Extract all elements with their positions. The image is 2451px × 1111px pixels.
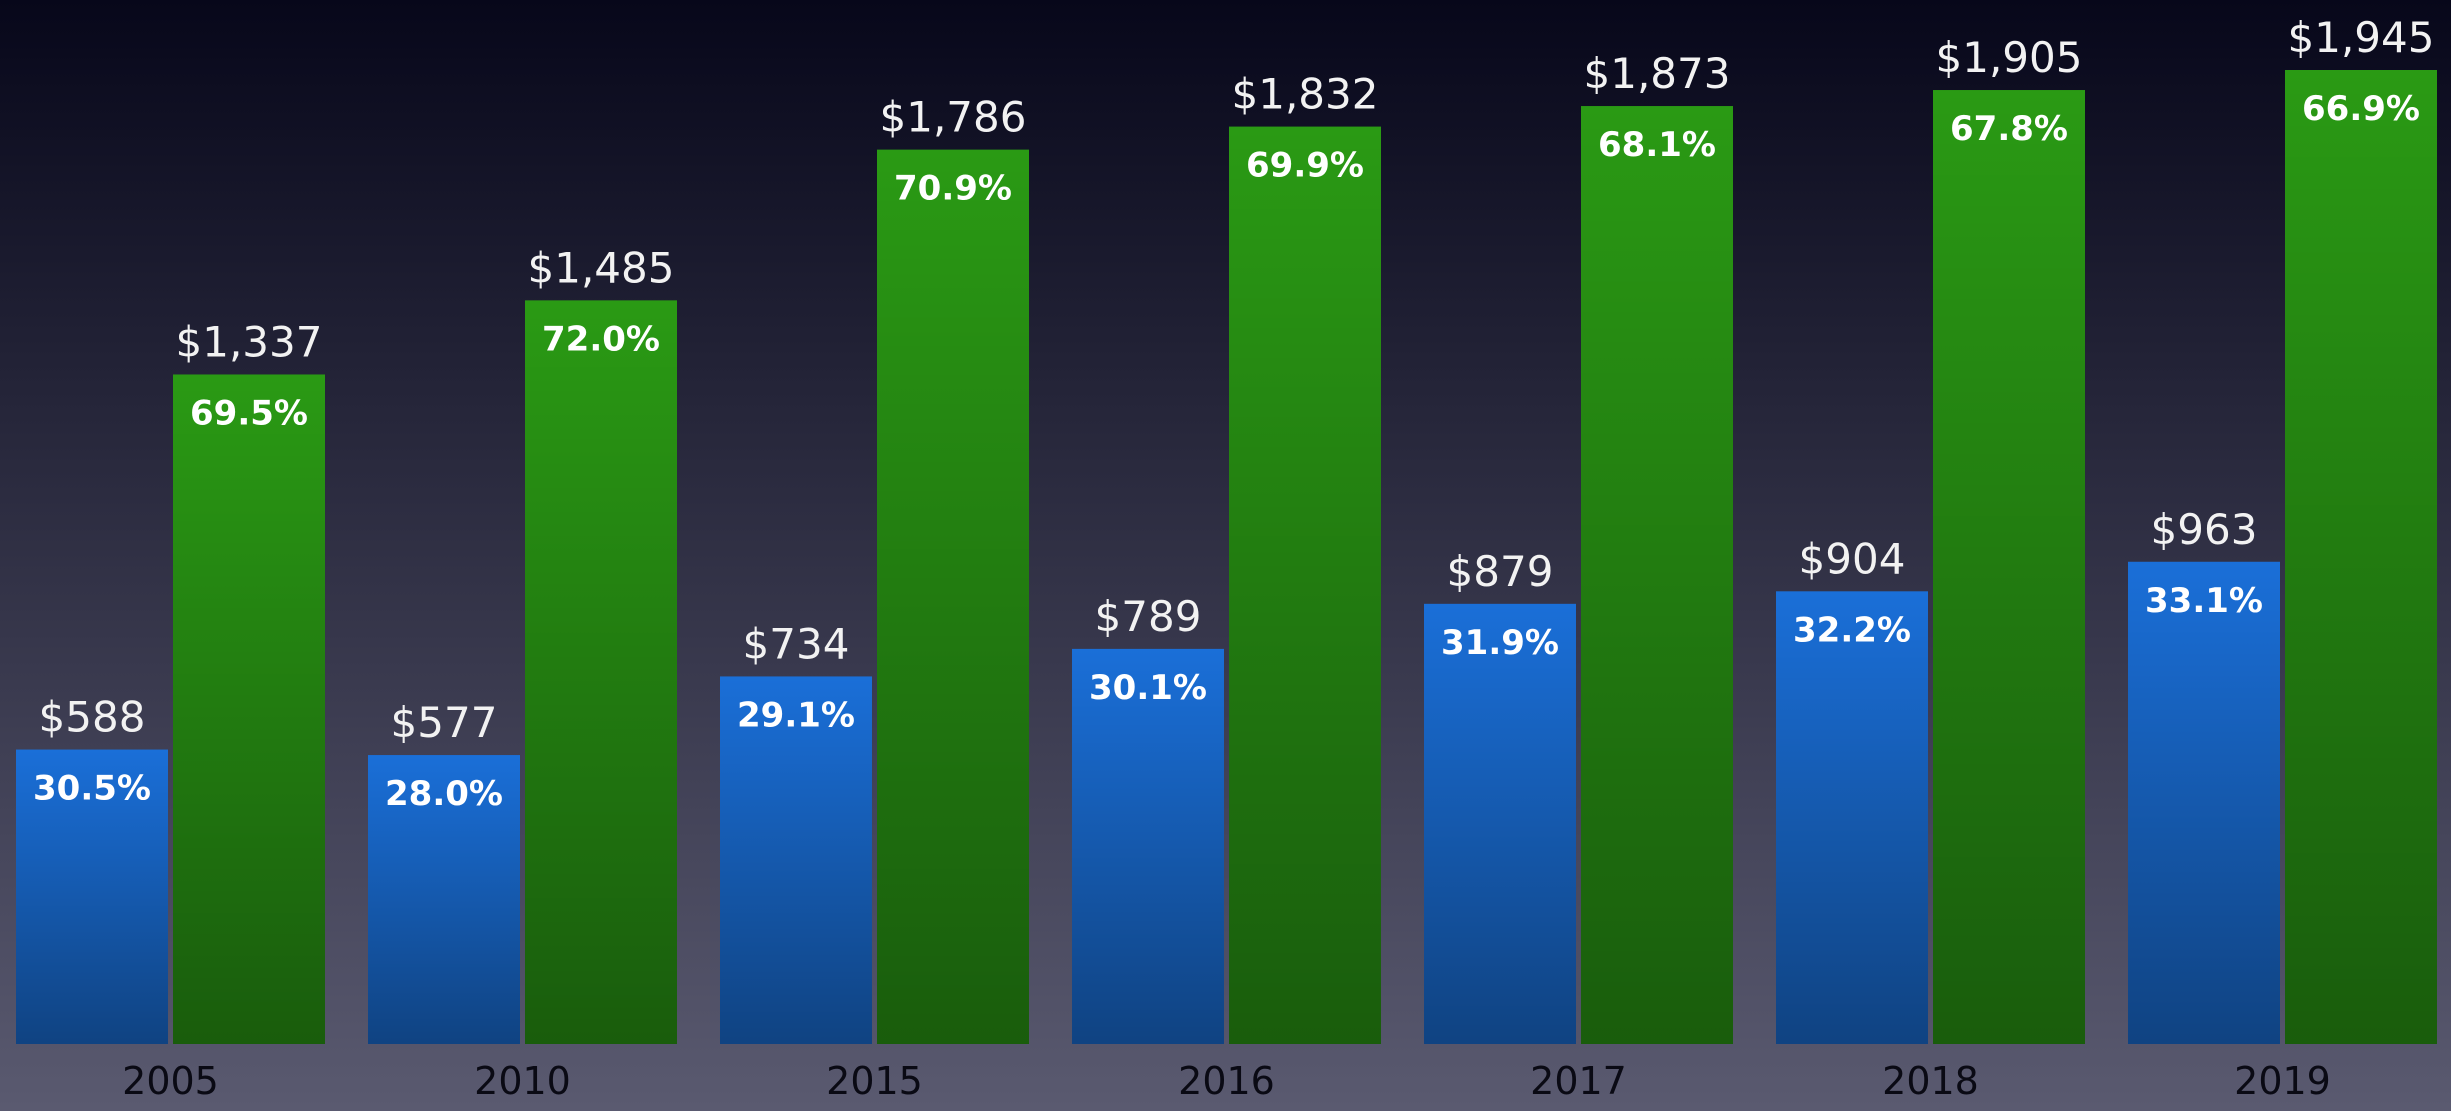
x-tick-label: 2015	[826, 1059, 923, 1103]
share-label: 28.0%	[385, 774, 503, 814]
value-label: $588	[39, 693, 146, 742]
share-label: 69.5%	[190, 393, 308, 433]
bar-shade	[1581, 106, 1733, 1044]
share-label: 70.9%	[894, 169, 1012, 209]
bar-shade	[877, 149, 1029, 1044]
bar-shade	[1229, 126, 1381, 1044]
value-label: $1,905	[1936, 33, 2083, 82]
x-tick-label: 2010	[474, 1059, 571, 1103]
value-label: $1,485	[528, 243, 675, 292]
value-label: $577	[391, 698, 498, 747]
bar-shade	[1933, 90, 2085, 1045]
x-tick-label: 2019	[2234, 1059, 2331, 1103]
share-label: 30.5%	[33, 769, 151, 809]
value-label: $734	[743, 619, 850, 668]
value-label: $1,873	[1584, 49, 1731, 98]
bar-shade	[1072, 648, 1224, 1044]
bar-shade	[1776, 591, 1928, 1044]
value-label: $1,945	[2288, 13, 2435, 62]
bar-shade	[1424, 603, 1576, 1044]
share-label: 72.0%	[542, 319, 660, 359]
x-tick-label: 2005	[122, 1059, 219, 1103]
share-label: 32.2%	[1793, 610, 1911, 650]
value-label: $789	[1095, 592, 1202, 641]
value-label: $963	[2151, 505, 2258, 554]
share-label: 29.1%	[737, 695, 855, 735]
x-tick-label: 2017	[1530, 1059, 1627, 1103]
bar-shade	[2128, 561, 2280, 1044]
value-label: $1,337	[176, 317, 323, 366]
share-label: 30.1%	[1089, 668, 1207, 708]
bar-shade	[16, 749, 168, 1044]
bar-shade	[368, 755, 520, 1044]
value-label: $1,786	[880, 93, 1027, 142]
bar-shade	[720, 676, 872, 1044]
share-label: 31.9%	[1441, 623, 1559, 663]
x-tick-label: 2016	[1178, 1059, 1275, 1103]
value-label: $904	[1799, 534, 1906, 583]
share-label: 33.1%	[2145, 581, 2263, 621]
x-tick-label: 2018	[1882, 1059, 1979, 1103]
value-label: $879	[1447, 547, 1554, 596]
bar-shade	[173, 374, 325, 1045]
share-label: 66.9%	[2302, 89, 2420, 129]
share-label: 68.1%	[1598, 125, 1716, 165]
share-label: 69.9%	[1246, 146, 1364, 186]
share-label: 67.8%	[1950, 109, 2068, 149]
bar-shade	[2285, 70, 2437, 1044]
bar-shade	[525, 300, 677, 1045]
value-label: $1,832	[1232, 70, 1379, 119]
